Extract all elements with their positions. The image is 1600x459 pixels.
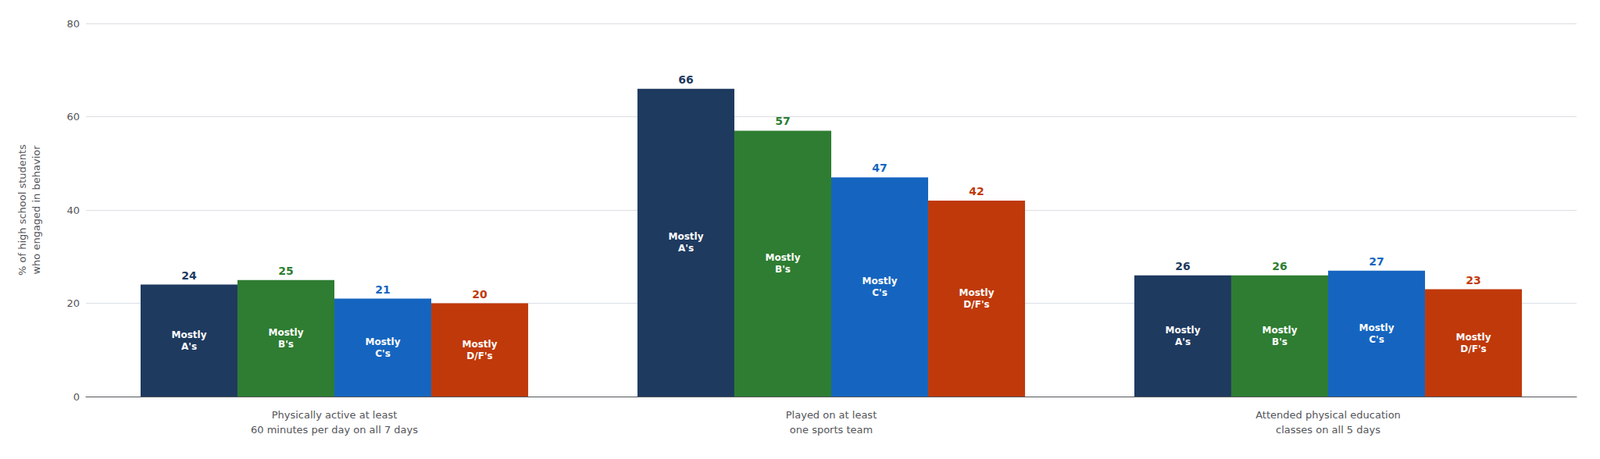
svg-text:C's: C's bbox=[871, 287, 888, 299]
svg-text:24: 24 bbox=[181, 269, 197, 283]
svg-text:Mostly: Mostly bbox=[959, 287, 995, 299]
svg-text:27: 27 bbox=[1368, 255, 1384, 268]
svg-text:60: 60 bbox=[66, 110, 80, 123]
svg-text:% of high school students: % of high school students bbox=[16, 144, 29, 276]
svg-text:Mostly: Mostly bbox=[1261, 325, 1297, 336]
svg-text:40: 40 bbox=[66, 204, 80, 217]
svg-text:Mostly: Mostly bbox=[1456, 332, 1492, 343]
svg-text:42: 42 bbox=[968, 185, 984, 198]
svg-text:C's: C's bbox=[375, 348, 391, 360]
svg-text:25: 25 bbox=[278, 264, 293, 278]
svg-text:20: 20 bbox=[471, 288, 488, 301]
svg-text:Mostly: Mostly bbox=[462, 339, 498, 350]
svg-text:21: 21 bbox=[375, 283, 390, 297]
svg-text:26: 26 bbox=[1271, 260, 1287, 273]
svg-text:26: 26 bbox=[1175, 260, 1190, 273]
svg-text:who engaged in behavior: who engaged in behavior bbox=[30, 145, 43, 275]
svg-text:D/F's: D/F's bbox=[1460, 343, 1486, 355]
svg-text:B's: B's bbox=[775, 264, 791, 275]
svg-text:80: 80 bbox=[66, 17, 80, 30]
svg-text:Mostly: Mostly bbox=[667, 231, 704, 243]
svg-text:23: 23 bbox=[1465, 274, 1481, 287]
svg-text:D/F's: D/F's bbox=[466, 350, 493, 362]
svg-text:classes on all 5 days: classes on all 5 days bbox=[1275, 424, 1381, 436]
svg-text:Mostly: Mostly bbox=[365, 336, 401, 348]
svg-text:Mostly: Mostly bbox=[764, 252, 800, 264]
svg-text:A's: A's bbox=[181, 341, 197, 353]
svg-text:Mostly: Mostly bbox=[171, 329, 207, 341]
svg-text:D/F's: D/F's bbox=[963, 299, 990, 311]
svg-text:Mostly: Mostly bbox=[1164, 325, 1200, 336]
svg-text:Mostly: Mostly bbox=[862, 275, 898, 287]
svg-text:Physically active at least: Physically active at least bbox=[271, 409, 398, 422]
svg-text:B's: B's bbox=[1271, 336, 1288, 348]
svg-text:20: 20 bbox=[66, 297, 80, 310]
svg-text:A's: A's bbox=[678, 242, 694, 254]
svg-text:0: 0 bbox=[73, 391, 80, 404]
svg-text:57: 57 bbox=[775, 114, 790, 128]
svg-text:47: 47 bbox=[871, 161, 887, 175]
svg-text:Mostly: Mostly bbox=[1359, 322, 1395, 334]
svg-text:C's: C's bbox=[1368, 334, 1385, 346]
svg-text:Played on at least: Played on at least bbox=[785, 409, 877, 422]
svg-text:Attended physical education: Attended physical education bbox=[1255, 409, 1401, 422]
svg-text:A's: A's bbox=[1175, 336, 1191, 348]
svg-text:one sports team: one sports team bbox=[789, 424, 873, 436]
svg-text:B's: B's bbox=[278, 339, 294, 350]
svg-text:60 minutes per day on all 7 da: 60 minutes per day on all 7 days bbox=[250, 424, 418, 436]
svg-text:Mostly: Mostly bbox=[267, 327, 304, 339]
svg-text:66: 66 bbox=[678, 73, 693, 86]
